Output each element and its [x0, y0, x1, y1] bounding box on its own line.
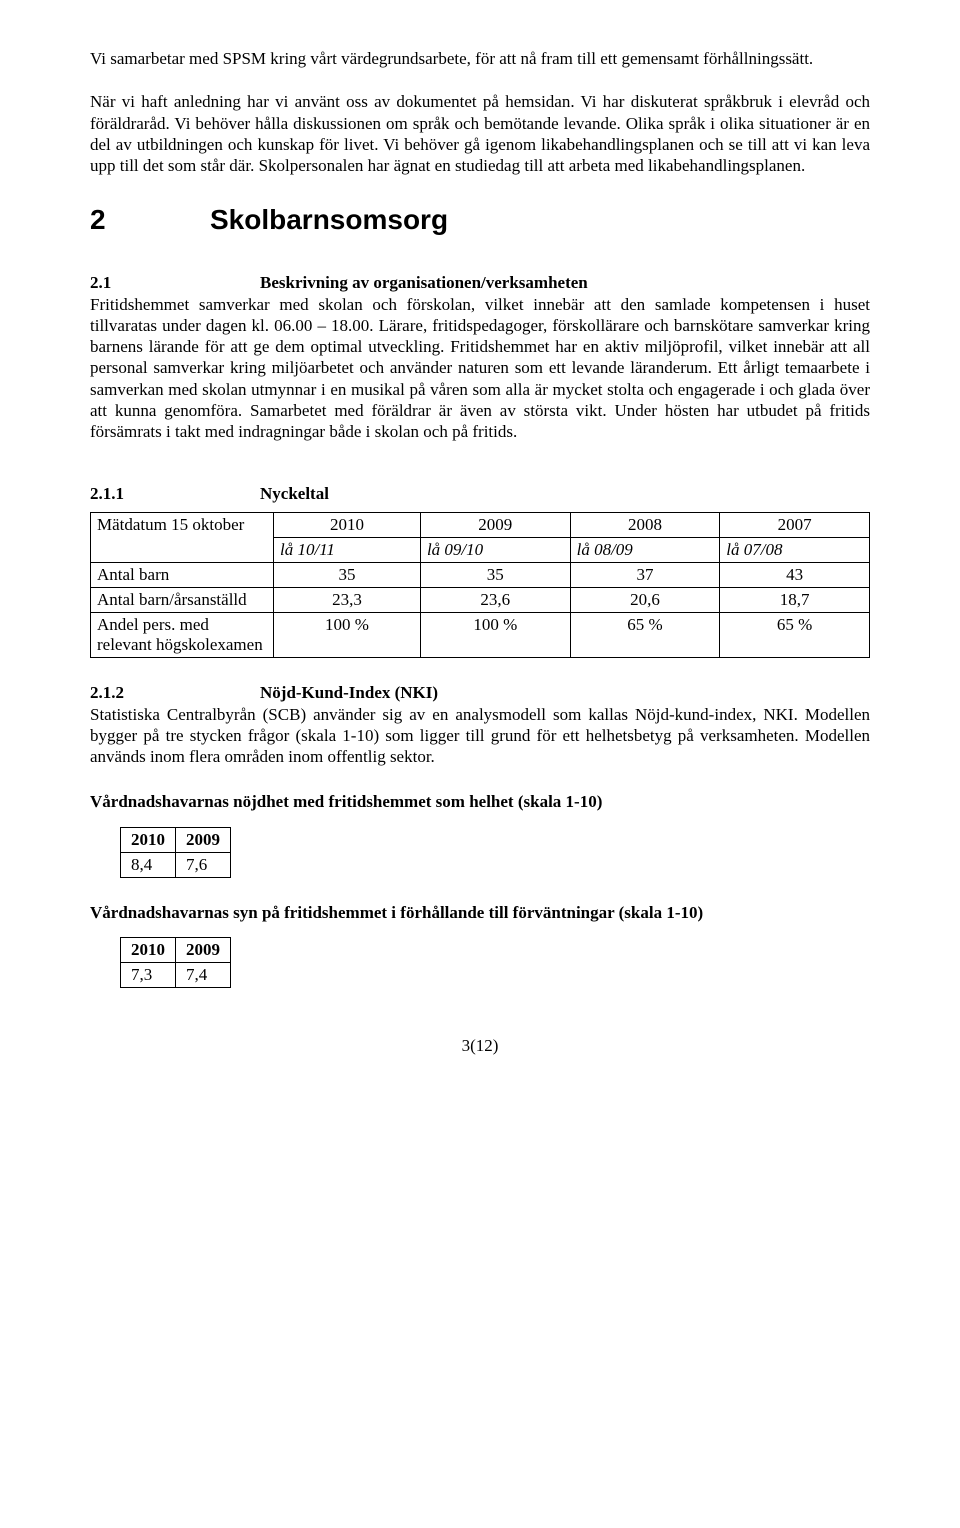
heading-2-1-2-title: Nöjd-Kund-Index (NKI): [260, 683, 438, 702]
table-row-label: Antal barn: [91, 563, 274, 588]
heading-2-1-number: 2.1: [90, 272, 260, 293]
table-year: 2010: [274, 513, 421, 538]
table-year: 2008: [570, 513, 720, 538]
table-cell: 65 %: [720, 613, 870, 658]
heading-2-1-title: Beskrivning av organisationen/verksamhet…: [260, 273, 588, 292]
table-cell: 20,6: [570, 588, 720, 613]
table-cell: 7,6: [176, 852, 231, 877]
table-row: 7,3 7,4: [121, 962, 231, 987]
table-cell: 23,6: [420, 588, 570, 613]
table-cell: 23,3: [274, 588, 421, 613]
nyckeltal-table: Mätdatum 15 oktober 2010 2009 2008 2007 …: [90, 512, 870, 658]
table-row: 2010 2009: [121, 827, 231, 852]
table-cell: 43: [720, 563, 870, 588]
table-row: 2010 2009: [121, 937, 231, 962]
table-year: 2009: [176, 827, 231, 852]
heading-title: Skolbarnsomsorg: [210, 204, 448, 236]
section-2-1-2-block: 2.1.2Nöjd-Kund-Index (NKI) Statistiska C…: [90, 682, 870, 767]
table-row: 8,4 7,6: [121, 852, 231, 877]
table-cell: 37: [570, 563, 720, 588]
table-cell: 18,7: [720, 588, 870, 613]
table-row-label: Andel pers. med relevant högskolexamen: [91, 613, 274, 658]
table-year: 2010: [121, 937, 176, 962]
table-header-label: Mätdatum 15 oktober: [91, 513, 274, 563]
table-la: lå 09/10: [420, 538, 570, 563]
table-cell: 100 %: [420, 613, 570, 658]
table-cell: 100 %: [274, 613, 421, 658]
question-2-title: Vårdnadshavarnas syn på fritidshemmet i …: [90, 902, 870, 923]
heading-2-1-2-number: 2.1.2: [90, 682, 260, 703]
table-cell: 7,3: [121, 962, 176, 987]
table-la: lå 10/11: [274, 538, 421, 563]
table-cell: 8,4: [121, 852, 176, 877]
table-cell: 35: [274, 563, 421, 588]
table-cell: 35: [420, 563, 570, 588]
heading-section-2: 2 Skolbarnsomsorg: [90, 204, 870, 236]
table-year: 2007: [720, 513, 870, 538]
table-row: Antal barn/årsanställd 23,3 23,6 20,6 18…: [91, 588, 870, 613]
paragraph-intro-1: Vi samarbetar med SPSM kring vårt värdeg…: [90, 48, 870, 69]
heading-2-1-1-number: 2.1.1: [90, 484, 260, 504]
paragraph-intro-2: När vi haft anledning har vi använt oss …: [90, 91, 870, 176]
heading-2-1-1-title: Nyckeltal: [260, 484, 329, 504]
page-footer: 3(12): [90, 1036, 870, 1056]
section-2-1-2-body: Statistiska Centralbyrån (SCB) använder …: [90, 705, 870, 767]
table-la: lå 08/09: [570, 538, 720, 563]
question-1-title: Vårdnadshavarnas nöjdhet med fritidshemm…: [90, 791, 870, 812]
table-year: 2009: [176, 937, 231, 962]
table-row-label: Antal barn/årsanställd: [91, 588, 274, 613]
table-year: 2009: [420, 513, 570, 538]
table-row: Antal barn 35 35 37 43: [91, 563, 870, 588]
heading-2-1-1: 2.1.1 Nyckeltal: [90, 484, 870, 504]
section-2-1-block: 2.1Beskrivning av organisationen/verksam…: [90, 272, 870, 442]
question-1-table: 2010 2009 8,4 7,6: [120, 827, 231, 878]
table-row: Andel pers. med relevant högskolexamen 1…: [91, 613, 870, 658]
heading-number: 2: [90, 204, 210, 236]
question-2-table: 2010 2009 7,3 7,4: [120, 937, 231, 988]
section-2-1-body: Fritidshemmet samverkar med skolan och f…: [90, 295, 870, 442]
table-row: Mätdatum 15 oktober 2010 2009 2008 2007: [91, 513, 870, 538]
document-page: Vi samarbetar med SPSM kring vårt värdeg…: [0, 0, 960, 1116]
table-year: 2010: [121, 827, 176, 852]
table-la: lå 07/08: [720, 538, 870, 563]
table-cell: 65 %: [570, 613, 720, 658]
table-cell: 7,4: [176, 962, 231, 987]
